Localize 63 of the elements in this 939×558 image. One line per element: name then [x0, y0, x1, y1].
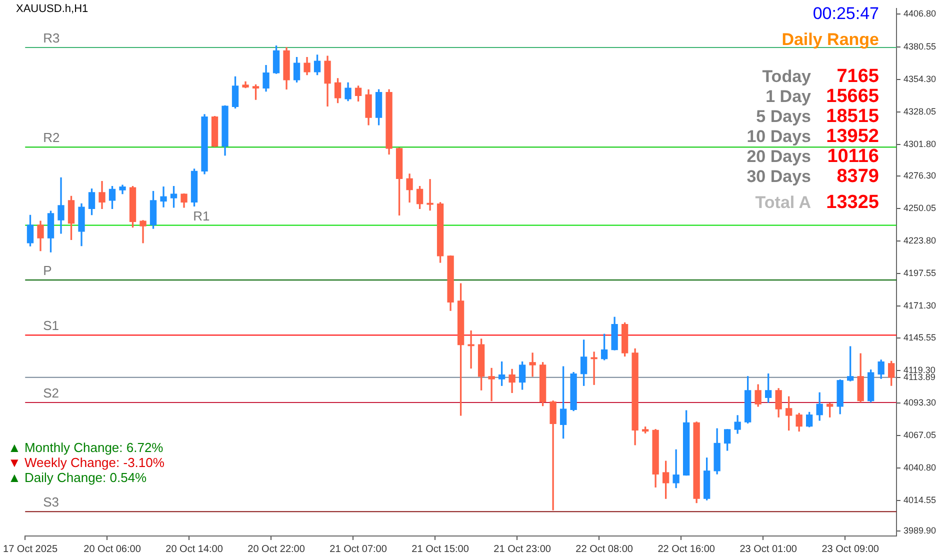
- ref-line-label: S1: [43, 318, 60, 334]
- annotation: 10 Days: [746, 127, 811, 147]
- y-tick-label: 4301.80: [903, 138, 936, 149]
- x-tick-label: 23 Oct 01:00: [740, 544, 798, 555]
- candlestick: [488, 368, 495, 402]
- x-tick-label: 21 Oct 07:00: [330, 544, 388, 555]
- annotation: 13325: [825, 192, 879, 214]
- ref-line-label: R1: [193, 208, 210, 224]
- y-tick-label: 4093.30: [903, 397, 936, 408]
- ref-line-label: R2: [43, 130, 60, 146]
- x-tick-label: 20 Oct 06:00: [84, 544, 142, 555]
- annotation: 18515: [825, 106, 879, 128]
- annotation: ▲ Monthly Change: 6.72%: [8, 440, 164, 455]
- y-tick-label: 4113.89: [903, 372, 936, 382]
- ref-line-label: S3: [43, 494, 60, 510]
- annotation: Total A: [755, 193, 811, 213]
- annotation: 7165: [836, 66, 879, 88]
- annotation: 13952: [825, 126, 879, 148]
- y-tick-label: 4354.30: [903, 74, 936, 84]
- y-tick-label: 4406.80: [903, 8, 936, 19]
- y-tick-label: 4380.55: [903, 41, 936, 52]
- candlestick: [160, 186, 167, 208]
- ref-line-label: P: [43, 263, 52, 278]
- annotation: 30 Days: [746, 167, 811, 187]
- x-tick-label: 20 Oct 14:00: [166, 544, 224, 555]
- annotation: 1 Day: [766, 87, 811, 107]
- annotation: 10116: [826, 146, 879, 168]
- x-tick-label: 21 Oct 23:00: [494, 544, 552, 555]
- x-tick-label: 20 Oct 22:00: [248, 544, 306, 555]
- candlestick: [468, 330, 474, 369]
- y-tick-label: 4328.05: [903, 106, 936, 116]
- annotation: 8379: [836, 166, 879, 188]
- y-tick-label: 4223.80: [903, 236, 936, 246]
- y-tick-label: 4067.05: [903, 430, 936, 440]
- x-tick-label: 22 Oct 16:00: [658, 544, 716, 555]
- y-tick-label: 4250.05: [903, 203, 936, 214]
- candlestick: [672, 449, 680, 488]
- y-tick-label: 4014.55: [903, 495, 936, 506]
- x-tick-label: 23 Oct 09:00: [822, 544, 880, 555]
- annotation: 15665: [825, 86, 879, 108]
- ref-line-label: R3: [43, 30, 60, 46]
- chart-title: XAUUSD.h,H1: [16, 3, 88, 15]
- y-tick-label: 4276.30: [903, 170, 936, 181]
- x-tick-label: 17 Oct 2025: [3, 544, 58, 555]
- y-tick-label: 4197.55: [903, 268, 936, 278]
- y-tick-label: 4171.30: [903, 300, 936, 311]
- annotation: Today: [762, 67, 811, 87]
- annotation: ▼ Weekly Change: -3.10%: [8, 455, 164, 470]
- candlestick: [426, 179, 434, 211]
- y-tick-label: 4145.55: [903, 332, 936, 343]
- annotation: 00:25:47: [812, 4, 879, 24]
- x-tick-label: 22 Oct 08:00: [576, 544, 634, 555]
- x-tick-label: 21 Oct 15:00: [412, 544, 470, 555]
- annotation: 20 Days: [746, 147, 811, 167]
- candlestick: [590, 352, 598, 385]
- candlestick: [550, 400, 556, 510]
- y-tick-label: 4040.80: [903, 462, 936, 473]
- annotation: Daily Range: [780, 30, 879, 50]
- candlestick: [529, 352, 536, 377]
- annotation: ▲ Daily Change: 0.54%: [8, 470, 148, 485]
- y-tick-label: 3989.90: [903, 526, 936, 536]
- annotation: 5 Days: [756, 107, 811, 127]
- ref-line-label: S2: [43, 386, 60, 401]
